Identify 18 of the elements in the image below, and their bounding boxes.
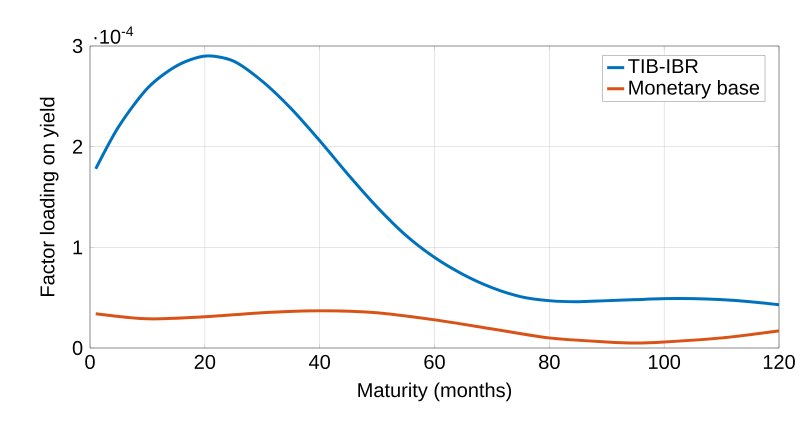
text: ·10$^{-4}$ [94, 26, 134, 44]
x-tick-label: 120 [764, 354, 795, 370]
y-axis-title: Factor loading on yield [40, 98, 58, 296]
y-tick-label: 0 [72, 340, 82, 356]
line-series [94, 309, 779, 344]
y-tick-label: 3 [72, 38, 82, 54]
y-tick-label: 2 [73, 140, 82, 154]
x-tick-label: 100 [649, 354, 680, 370]
x-tick-label: 40 [309, 354, 330, 370]
legend-label: TIB-IBR [628, 59, 698, 74]
x-tick-label: 80 [539, 354, 560, 370]
y-tick-label: 1 [74, 240, 82, 254]
x-axis-title: Maturity (months) [358, 382, 512, 402]
x-tick-label: 60 [424, 354, 445, 370]
line-series [94, 54, 779, 306]
legend-label: Monetary base [629, 80, 760, 99]
x-tick-label: 20 [194, 354, 216, 370]
x-tick-label: 0 [85, 354, 95, 370]
